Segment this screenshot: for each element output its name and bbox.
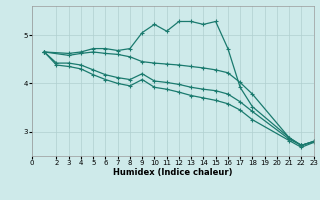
X-axis label: Humidex (Indice chaleur): Humidex (Indice chaleur) <box>113 168 233 177</box>
